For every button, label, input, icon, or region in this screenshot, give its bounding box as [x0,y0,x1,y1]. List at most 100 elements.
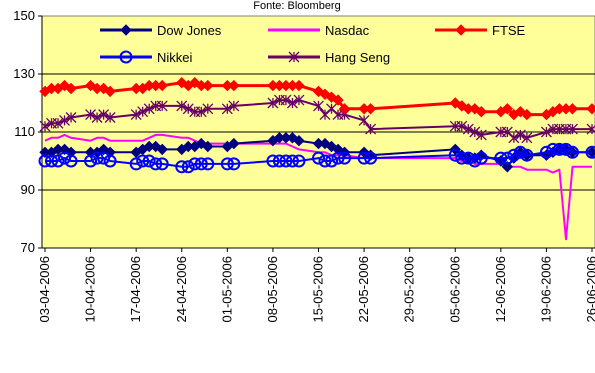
data-point-dow-jones-2006-04-07 [65,146,77,159]
data-point-hang-seng-2006-05-11 [286,97,298,109]
data-point-hang-seng-2006-04-24 [176,100,188,112]
data-point-hang-seng-2006-04-10 [85,109,97,121]
data-point-nikkei-2006-04-04 [45,154,59,168]
data-point-ftse-2006-05-17 [325,91,338,103]
data-point-ftse-2006-06-13 [501,103,514,115]
legend-marker-nikkei [119,50,133,64]
data-point-nikkei-2006-04-05 [51,154,65,168]
data-point-nikkei-2006-06-06 [455,151,469,165]
data-point-nikkei-2006-06-07 [461,151,475,165]
legend-item-hang-seng: Hang Seng [268,50,390,65]
data-point-nikkei-2006-04-06 [58,151,72,165]
series-ftse [39,76,595,121]
x-tick-label-01-05-2006: 01-05-2006 [219,256,234,323]
data-point-hang-seng-2006-04-05 [52,117,64,129]
data-point-nikkei-2006-06-14 [507,148,521,162]
x-tick-label-05-06-2006: 05-06-2006 [447,256,462,323]
data-point-ftse-2006-04-07 [65,82,77,95]
legend-item-nasdac: Nasdac [268,23,370,38]
data-point-dow-jones-2006-04-28 [202,140,214,153]
data-point-nikkei-2006-05-19 [338,151,352,165]
data-point-hang-seng-2006-06-16 [521,132,533,144]
data-point-nikkei-2006-05-11 [285,154,299,168]
x-axis: 03-04-2006 10-04-2006 17-04-2006 24-04-2006… [37,247,595,323]
data-point-hang-seng-2006-05-01 [221,103,233,115]
data-point-dow-jones-2006-04-13 [104,146,116,159]
data-point-nikkei-2006-06-12 [494,151,508,165]
x-tick-label-08-05-2006: 08-05-2006 [265,256,280,323]
legend-label-nasdac: Nasdac [325,23,370,38]
data-point-nikkei-2006-04-11 [90,151,104,165]
data-point-nikkei-2006-06-08 [468,154,482,168]
data-point-hang-seng-2006-04-28 [202,103,214,115]
data-point-hang-seng-2006-04-03 [39,120,51,132]
data-point-nikkei-2006-05-22 [357,151,371,165]
data-point-nikkei-2006-06-21 [552,142,566,156]
legend-marker-ftse [455,24,467,36]
data-point-nikkei-2006-06-13 [500,151,514,165]
data-point-nikkei-2006-05-15 [312,151,325,165]
data-point-nikkei-2006-05-12 [292,154,306,168]
x-tick-label-12-06-2006: 12-06-2006 [493,256,508,323]
data-point-nikkei-2006-04-18 [136,154,150,168]
data-point-dow-jones-2006-05-02 [228,137,240,150]
data-point-hang-seng-2006-06-23 [567,123,578,135]
data-point-nikkei-2006-04-07 [64,154,78,168]
y-axis: 70 90 110 130 150 [13,8,43,255]
chart-title: Fonte: Bloomberg [253,0,340,12]
data-point-ftse-2006-05-23 [364,103,377,115]
y-tick-label-90: 90 [21,182,35,197]
series-nasdac [44,133,592,241]
data-point-hang-seng-2006-05-08 [267,97,279,109]
data-point-nikkei-2006-04-24 [175,160,189,174]
legend-label-hang-seng: Hang Seng [325,50,390,65]
data-point-nikkei-2006-06-09 [474,151,488,165]
data-point-nikkei-2006-04-10 [84,154,98,168]
data-point-nikkei-2006-06-05 [448,148,462,162]
data-point-dow-jones-2006-04-21 [156,143,168,156]
data-point-ftse-2006-04-21 [156,79,168,92]
y-tick-label-70: 70 [21,240,35,255]
data-point-hang-seng-2006-06-07 [462,123,474,135]
data-point-ftse-2006-06-09 [475,105,488,118]
y-tick-label-150: 150 [13,8,35,23]
data-point-nikkei-2006-04-27 [194,157,208,171]
data-point-nikkei-2006-06-19 [539,145,553,159]
data-point-hang-seng-2006-04-13 [104,112,116,123]
data-point-nikkei-2006-05-10 [279,154,293,168]
data-point-hang-seng-2006-04-27 [195,106,207,118]
data-point-dow-jones-2006-05-17 [325,140,338,153]
data-point-nikkei-2006-05-09 [272,154,286,168]
data-point-dow-jones-2006-04-27 [195,137,207,150]
legend: Dow Jones Nasdac FTSE Nikkei Hang Seng [100,23,526,65]
data-point-ftse-2006-05-19 [338,103,351,115]
legend-item-dow-jones: Dow Jones [100,23,222,38]
data-point-ftse-2006-06-08 [469,103,481,115]
x-tick-label-22-05-2006: 22-05-2006 [356,256,371,323]
data-point-hang-seng-2006-05-10 [280,94,292,106]
data-point-nikkei-2006-06-15 [513,145,527,159]
data-point-hang-seng-2006-04-07 [65,112,77,123]
data-point-nikkei-2006-04-03 [38,154,52,168]
x-tick-label-19-06-2006: 19-06-2006 [538,256,553,323]
data-point-nikkei-2006-05-08 [266,154,280,168]
series-line-nasdac [44,133,592,241]
data-point-ftse-2006-04-13 [104,85,116,98]
x-tick-label-24-04-2006: 24-04-2006 [174,256,189,323]
data-point-hang-seng-2006-04-17 [130,109,142,121]
data-point-ftse-2006-06-16 [521,108,533,121]
data-point-hang-seng-2006-05-02 [228,100,240,112]
data-point-nikkei-2006-05-01 [220,157,234,171]
data-point-hang-seng-2006-04-25 [182,103,194,115]
legend-label-nikkei: Nikkei [157,50,193,65]
data-point-hang-seng-2006-06-19 [540,126,552,138]
data-point-hang-seng-2006-04-18 [137,106,149,118]
data-point-hang-seng-2006-06-06 [456,120,468,132]
x-tick-label-15-05-2006: 15-05-2006 [311,256,326,323]
legend-label-dow-jones: Dow Jones [157,23,222,38]
data-point-hang-seng-2006-04-12 [98,109,110,121]
data-point-nikkei-2006-06-23 [565,145,579,159]
data-point-ftse-2006-06-06 [456,100,468,112]
data-point-nikkei-2006-06-22 [559,142,573,156]
data-point-hang-seng-2006-06-09 [475,129,487,141]
